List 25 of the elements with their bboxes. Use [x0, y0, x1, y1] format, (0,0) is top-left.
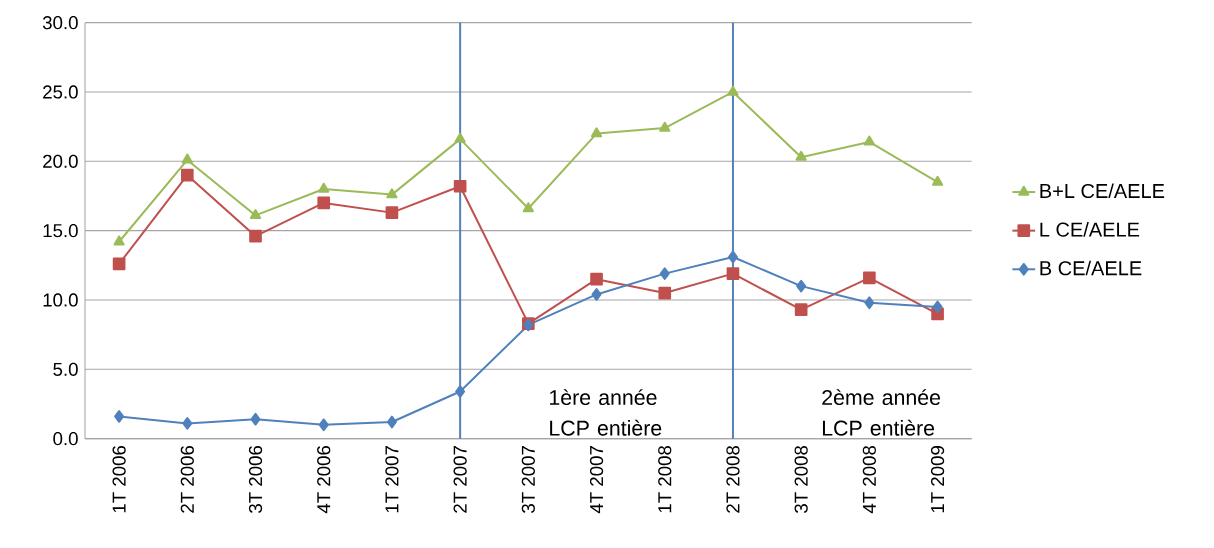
x-tick-label: 3T 2007 [521, 446, 535, 513]
x-tick-label: 1T 2006 [112, 445, 126, 513]
y-tick-label: 20.0 [43, 154, 78, 168]
x-tick-label: 4T 2008 [862, 445, 876, 514]
y-tick-label: 5.0 [53, 362, 78, 376]
y-tick-label: 0.0 [53, 432, 78, 446]
x-tick-label: 1T 2007 [385, 446, 399, 513]
x-tick-label: 4T 2006 [317, 445, 331, 514]
x-tick-label: 1T 2008 [658, 445, 672, 513]
x-tick-label: 2T 2008 [726, 445, 740, 513]
annotation: 1ère année LCP entière [550, 389, 662, 436]
legend-label: B+L CE/AELE [1040, 183, 1165, 199]
x-tick-label: 4T 2007 [589, 446, 604, 514]
x-tick-label: 3T 2008 [794, 445, 808, 513]
x-tick-label: 1T 2009 [930, 446, 945, 513]
x-tick-label: 2T 2007 [453, 446, 467, 513]
x-tick-label: 3T 2006 [248, 445, 263, 513]
y-tick-label: 15.0 [43, 224, 78, 238]
y-tick-label: 25.0 [43, 85, 78, 99]
y-tick-label: 30.0 [42, 16, 78, 30]
annotation: 2ème année LCP entière [822, 389, 941, 436]
y-tick-label: 10.0 [43, 293, 78, 307]
legend-label: L CE/AELE [1040, 222, 1140, 237]
legend-label: B CE/AELE [1040, 260, 1142, 276]
x-tick-label: 2T 2006 [180, 445, 194, 513]
